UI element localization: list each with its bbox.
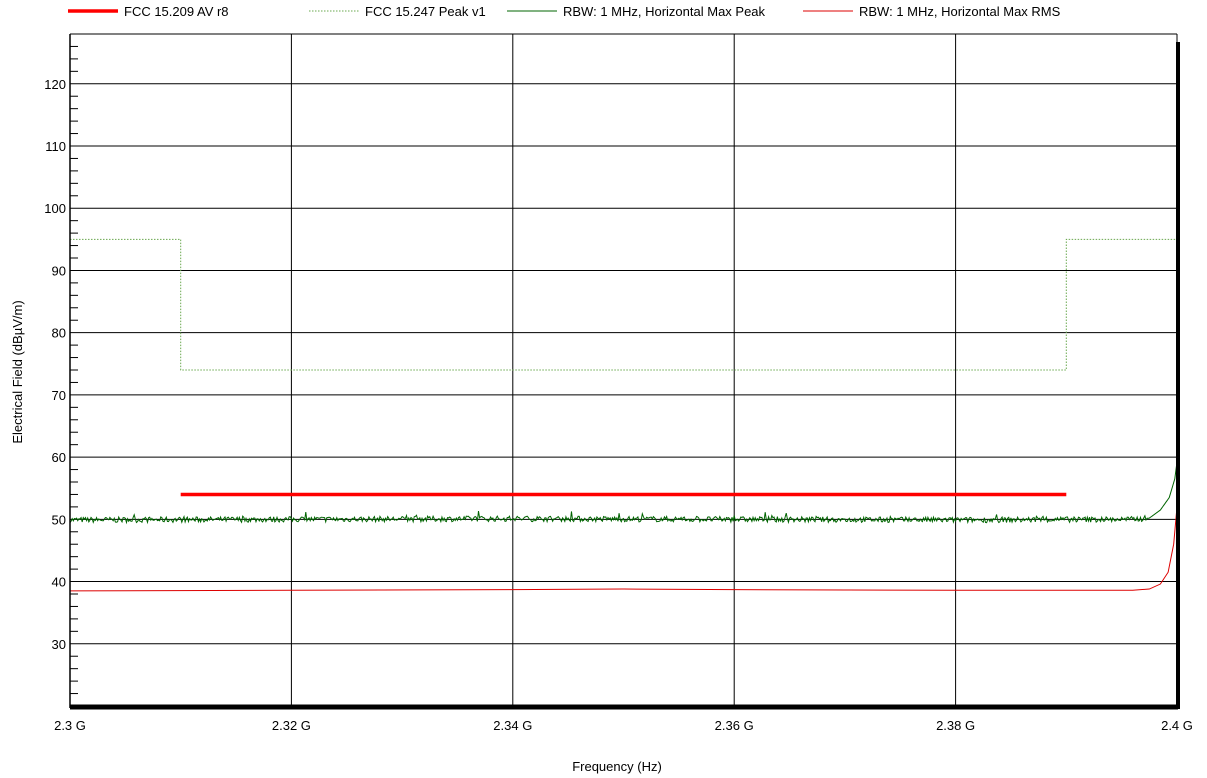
x-tick-label: 2.4 G — [1161, 718, 1193, 733]
y-tick-label: 70 — [52, 388, 66, 403]
y-axis-ticks: 30 40 50 60 70 80 90 100 110 120 — [44, 77, 66, 652]
x-tick-label: 2.34 G — [493, 718, 532, 733]
y-tick-label: 30 — [52, 637, 66, 652]
series-line-2 — [70, 238, 1177, 371]
axes — [69, 33, 1180, 710]
y-tick-label: 50 — [52, 512, 66, 527]
legend-label-1: FCC 15.209 AV r8 — [124, 4, 229, 19]
x-tick-label: 2.3 G — [54, 718, 86, 733]
x-tick-label: 2.36 G — [715, 718, 754, 733]
y-axis-title: Electrical Field (dBµV/m) — [10, 300, 25, 443]
x-axis-ticks: 2.3 G 2.32 G 2.34 G 2.36 G 2.38 G 2.4 G — [54, 718, 1193, 733]
x-tick-label: 2.38 G — [936, 718, 975, 733]
x-axis-title: Frequency (Hz) — [572, 759, 662, 774]
series-layer — [69, 238, 1178, 592]
y-tick-label: 100 — [44, 201, 66, 216]
legend: FCC 15.209 AV r8 FCC 15.247 Peak v1 RBW: 1… — [68, 4, 1061, 19]
y-tick-label: 110 — [45, 139, 66, 154]
legend-label-2: FCC 15.247 Peak v1 — [365, 4, 486, 19]
y-tick-label: 120 — [44, 77, 66, 92]
y-tick-label: 80 — [52, 326, 66, 341]
legend-label-4: RBW: 1 MHz, Horizontal Max RMS — [859, 4, 1061, 19]
y-tick-label: 60 — [52, 450, 66, 465]
legend-label-3: RBW: 1 MHz, Horizontal Max Peak — [563, 4, 766, 19]
y-tick-label: 90 — [52, 263, 66, 278]
y-tick-label: 40 — [52, 575, 66, 590]
series-line-4 — [69, 506, 1178, 592]
series-line-3 — [69, 462, 1178, 525]
x-tick-label: 2.32 G — [272, 718, 311, 733]
